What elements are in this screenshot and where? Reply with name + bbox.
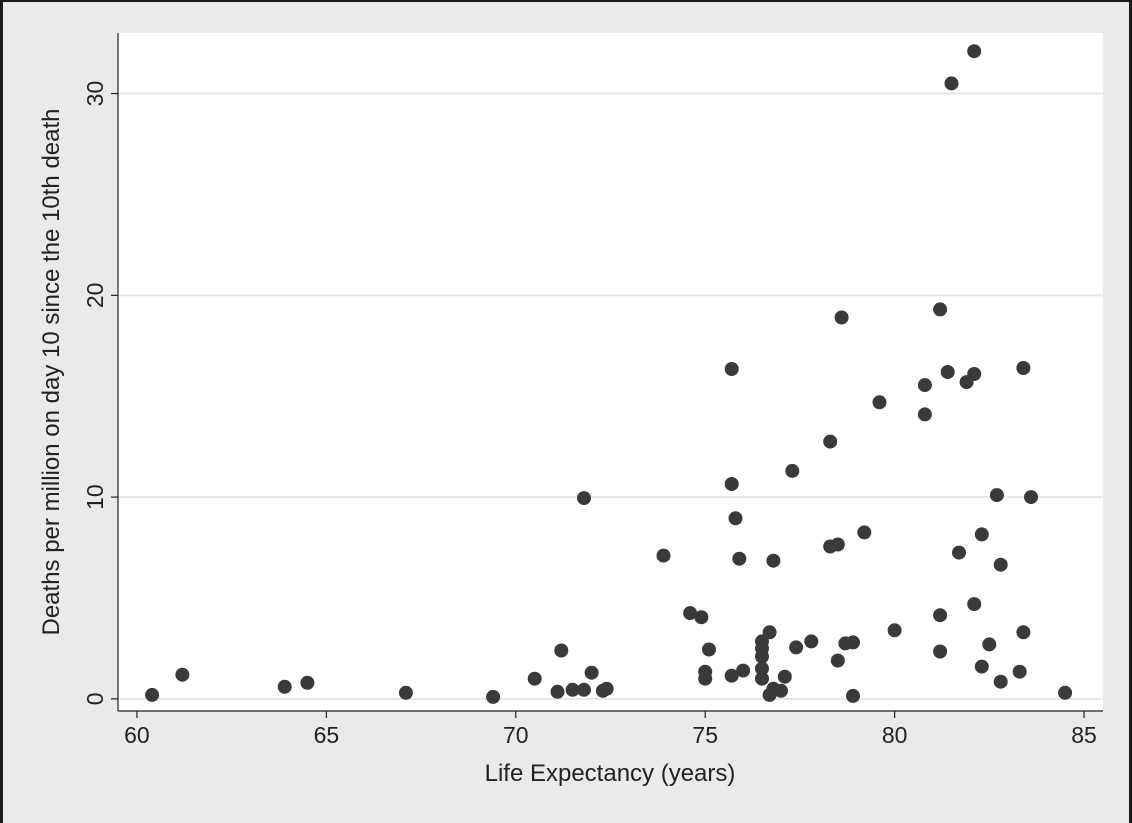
data-point [834, 310, 849, 325]
data-point [933, 302, 948, 317]
data-point [732, 551, 747, 566]
data-point [789, 640, 804, 655]
x-tick-label: 70 [503, 722, 529, 748]
data-point [565, 682, 580, 697]
data-point [952, 545, 966, 560]
y-axis-label: Deaths per million on day 10 since the 1… [38, 108, 65, 635]
y-tick-label: 30 [82, 81, 108, 107]
data-point [736, 663, 751, 678]
grid-lines [118, 92, 1103, 700]
axes [117, 33, 1103, 712]
y-tick-label: 20 [82, 283, 108, 309]
data-point [967, 367, 982, 381]
data-point [766, 553, 781, 568]
data-point [656, 548, 671, 563]
data-point [175, 667, 190, 682]
data-point [823, 434, 838, 449]
data-point [599, 681, 614, 696]
data-point [982, 637, 997, 652]
data-point [993, 674, 1008, 689]
data-point [702, 642, 716, 657]
data-point [846, 635, 860, 650]
data-point [785, 463, 800, 478]
x-tick-label: 80 [882, 722, 908, 748]
x-tick-label: 85 [1071, 722, 1097, 748]
data-point [694, 610, 709, 625]
data-point [584, 665, 599, 680]
data-point [1016, 625, 1031, 640]
y-tick-label: 0 [82, 692, 108, 705]
data-point [830, 653, 845, 668]
data-point [830, 537, 845, 552]
plot-area [118, 33, 1103, 711]
x-tick-label: 60 [124, 722, 150, 748]
data-point [145, 687, 160, 702]
data-point [967, 44, 982, 59]
data-point [527, 671, 542, 686]
data-point [974, 527, 989, 542]
data-point [577, 491, 591, 506]
data-point [300, 675, 315, 690]
x-axis-ticks: 60 65 70 75 80 85 [124, 711, 1097, 748]
data-point [846, 688, 860, 703]
data-point [683, 606, 698, 621]
data-point [774, 683, 788, 698]
data-point [887, 623, 902, 638]
data-point [1012, 664, 1027, 679]
data-point [277, 679, 292, 694]
data-point [1024, 490, 1038, 505]
x-tick-label: 65 [314, 722, 340, 748]
data-points [145, 44, 1073, 704]
data-point [724, 477, 739, 491]
data-point [724, 362, 739, 376]
data-point [933, 608, 948, 623]
data-point [398, 685, 413, 700]
data-point [872, 395, 887, 410]
data-point [857, 525, 872, 540]
data-point [989, 488, 1004, 503]
y-axis-ticks: 0 10 20 30 [82, 81, 118, 705]
x-axis-label: Life Expectancy (years) [485, 760, 736, 787]
data-point [804, 634, 819, 649]
data-point [1058, 685, 1073, 700]
data-point [1016, 361, 1031, 375]
data-point [550, 684, 565, 699]
data-point [940, 365, 955, 379]
data-point [486, 689, 501, 704]
data-point [577, 682, 591, 697]
data-point [762, 625, 777, 640]
data-point [728, 511, 743, 526]
data-point [993, 557, 1008, 572]
data-point [698, 664, 713, 679]
data-point [777, 669, 792, 684]
data-point [967, 597, 982, 612]
data-point [554, 643, 569, 658]
data-point [917, 378, 932, 393]
x-tick-label: 75 [692, 722, 718, 748]
data-point [917, 407, 932, 422]
data-point [755, 661, 769, 676]
data-point [974, 659, 989, 674]
data-point [944, 76, 959, 91]
data-point [755, 671, 769, 686]
data-point [933, 644, 948, 659]
y-tick-label: 10 [82, 484, 108, 510]
data-point [724, 668, 739, 683]
